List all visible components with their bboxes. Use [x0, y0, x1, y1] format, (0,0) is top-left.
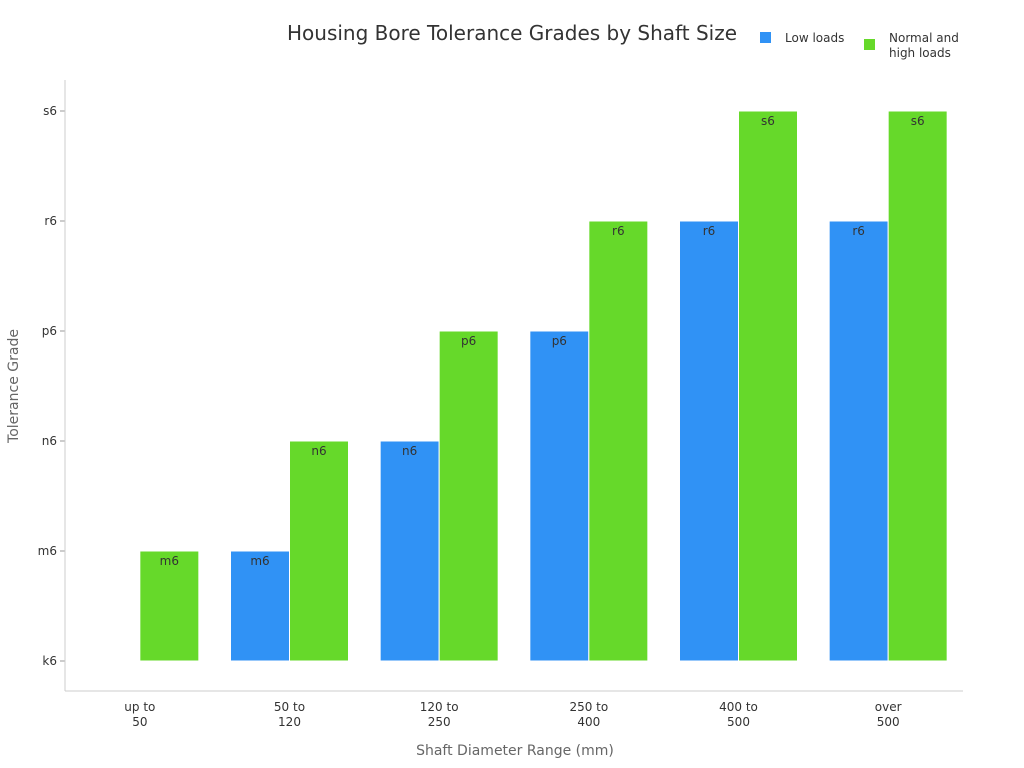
chart-title: Housing Bore Tolerance Grades by Shaft S…: [287, 21, 737, 45]
x-tick-label: up to 50: [124, 700, 155, 729]
bar-data-label: r6: [612, 224, 625, 238]
x-tick-label: 400 to 500: [719, 700, 758, 729]
legend-label: Low loads: [785, 31, 844, 45]
bar: [139, 550, 200, 662]
bar-data-label: p6: [552, 334, 567, 348]
plot-area: m6 n6 p6 r6 r6 m6 n6 p6 r6 s6 s6: [139, 110, 948, 662]
bar: [679, 220, 739, 662]
x-tick-label: 250 to 400: [569, 700, 608, 729]
y-tick-label: m6: [38, 544, 57, 558]
bar: [289, 440, 349, 662]
bar-data-label: n6: [311, 444, 326, 458]
bar: [438, 330, 499, 662]
x-tick-label: 50 to 120: [274, 700, 305, 729]
y-axis-label: Tolerance Grade: [6, 329, 22, 444]
bar-data-label: r6: [852, 224, 865, 238]
y-tick-label: k6: [42, 654, 57, 668]
bar: [230, 550, 290, 662]
x-tick-label: over 500: [875, 700, 902, 729]
bar-data-label: p6: [461, 334, 476, 348]
bar: [529, 330, 590, 662]
bar: [828, 220, 889, 662]
y-tick-label: n6: [42, 434, 57, 448]
legend-label: Normal and high loads: [889, 31, 959, 60]
bar-data-label: m6: [160, 554, 179, 568]
bar: [588, 220, 649, 662]
x-axis-label: Shaft Diameter Range (mm): [416, 743, 614, 759]
bar: [738, 110, 798, 662]
y-tick-label: p6: [42, 324, 57, 338]
bar-data-label: s6: [761, 114, 775, 128]
y-tick-label: s6: [43, 104, 57, 118]
legend-swatch: [864, 39, 875, 50]
bar-data-label: s6: [911, 114, 925, 128]
x-tick-label: 120 to 250: [420, 700, 459, 729]
legend: Low loads Normal and high loads: [760, 31, 959, 60]
bar-data-label: n6: [402, 444, 417, 458]
bar-data-label: m6: [250, 554, 269, 568]
bar: [887, 110, 948, 662]
y-axis: k6 m6 n6 p6 r6 s6: [38, 104, 65, 668]
bar: [379, 440, 440, 662]
y-tick-label: r6: [44, 214, 57, 228]
x-axis: up to 50 50 to 120 120 to 250 250 to 400 400 to 5…: [124, 700, 901, 729]
legend-swatch: [760, 32, 771, 43]
bar-data-label: r6: [703, 224, 716, 238]
